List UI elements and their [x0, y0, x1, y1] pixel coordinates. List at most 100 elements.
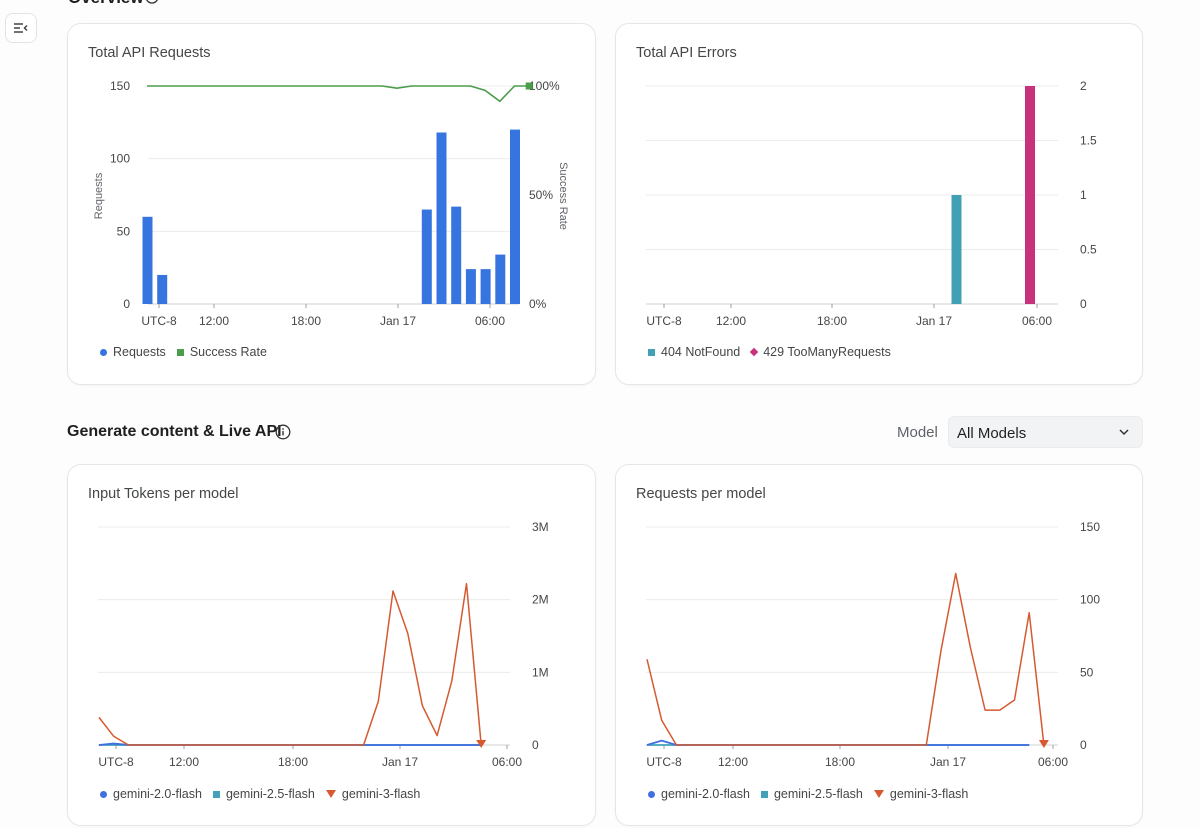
legend-label: 404 NotFound — [661, 345, 741, 359]
bar-404 — [951, 195, 962, 304]
y-tick-label: 1 — [1080, 188, 1087, 202]
model-select[interactable]: All Models — [948, 416, 1143, 448]
legend-item-requests[interactable]: Requests — [100, 345, 166, 359]
info-icon[interactable] — [145, 0, 159, 4]
y2-tick-label: 100% — [529, 79, 560, 93]
bar-requests — [157, 274, 168, 304]
legend-item-404[interactable]: 404 NotFound — [648, 345, 740, 359]
y-tick-label: 2M — [532, 593, 549, 607]
y-tick-label: 50 — [1080, 665, 1094, 679]
bar-requests — [510, 129, 520, 304]
legend-label: gemini-2.5-flash — [773, 787, 863, 801]
card-title: Total API Requests — [88, 45, 211, 61]
line-gemini-3 — [98, 582, 482, 746]
card-requests-per-model: Requests per model 150 100 50 0 UTC-8 12:00 18… — [615, 464, 1143, 826]
legend-label: Requests — [113, 345, 166, 359]
legend: 404 NotFound 429 TooManyRequests — [648, 345, 902, 359]
legend-dot-icon — [100, 348, 107, 356]
x-tick-label: 18:00 — [291, 314, 321, 328]
y-tick-label: 150 — [1080, 520, 1100, 534]
y-tick-label: 0.5 — [1080, 243, 1097, 257]
card-title: Total API Errors — [636, 45, 737, 61]
legend-diamond-icon — [749, 347, 759, 357]
x-tick-label: UTC-8 — [141, 314, 177, 328]
x-tick-label: 12:00 — [199, 314, 229, 328]
y-tick-label: 2 — [1080, 79, 1087, 93]
x-tick-label: Jan 17 — [380, 314, 416, 328]
legend-label: gemini-3-flash — [889, 787, 969, 801]
per-model-chart: 150 100 50 0 UTC-8 12:00 18:00 Jan 17 06:00 — [646, 520, 1100, 769]
bar-requests — [421, 209, 432, 304]
x-tick-label: UTC-8 — [646, 314, 682, 328]
legend-label: Success Rate — [189, 345, 267, 359]
x-tick-label: Jan 17 — [930, 755, 966, 769]
legend: gemini-2.0-flash gemini-2.5-flash gemini… — [648, 787, 979, 801]
section-title: Generate content & Live API — [67, 423, 282, 440]
legend-triangle-icon — [873, 790, 884, 798]
gemini-3-end-marker — [1038, 740, 1049, 748]
legend-item-gemini-2-0[interactable]: gemini-2.0-flash — [648, 787, 750, 801]
y-tick-label: 1.5 — [1080, 134, 1097, 148]
legend-item-429[interactable]: 429 TooManyRequests — [749, 345, 891, 359]
gemini-3-end-marker — [476, 740, 487, 748]
x-tick-label: 18:00 — [825, 755, 855, 769]
legend-item-gemini-2-5[interactable]: gemini-2.5-flash — [760, 787, 863, 801]
y2-tick-label: 0% — [529, 297, 547, 311]
menu-toggle-button[interactable] — [5, 13, 37, 43]
legend-item-gemini-2-5[interactable]: gemini-2.5-flash — [212, 787, 315, 801]
x-tick-label: Jan 17 — [916, 314, 952, 328]
y-tick-label: 100 — [110, 152, 130, 166]
bar-requests — [480, 269, 491, 304]
menu-collapse-icon — [14, 23, 28, 33]
bar-requests — [451, 206, 462, 304]
legend-item-gemini-3[interactable]: gemini-3-flash — [873, 787, 969, 801]
y2-tick-label: 50% — [529, 188, 553, 202]
y2-axis-label: Success Rate — [557, 162, 569, 230]
x-tick-label: UTC-8 — [646, 755, 682, 769]
x-tick-label: 06:00 — [1022, 314, 1052, 328]
x-tick-label: 06:00 — [475, 314, 505, 328]
chevron-down-icon — [1119, 429, 1129, 436]
legend-square-icon — [648, 348, 655, 356]
y-tick-label: 0 — [532, 738, 539, 752]
bar-requests — [495, 254, 506, 304]
legend-label: gemini-3-flash — [341, 787, 421, 801]
info-icon[interactable] — [275, 424, 291, 440]
requests-chart: Requests Success Rate 150 100 50 0 100% 50% 0%… — [93, 79, 569, 328]
x-tick-label: 18:00 — [817, 314, 847, 328]
legend-square-icon — [212, 790, 220, 798]
success-rate-marker — [525, 82, 533, 90]
x-tick-label: 12:00 — [169, 755, 199, 769]
errors-chart: 2 1.5 1 0.5 0 UTC-8 12:00 18:00 Jan 17 06:00 — [646, 79, 1097, 328]
x-tick-label: 12:00 — [718, 755, 748, 769]
tokens-chart: 3M 2M 1M 0 UTC-8 12:00 18:00 Jan 17 06:00 — [98, 520, 549, 769]
x-tick-label: 06:00 — [1038, 755, 1068, 769]
model-filter-label: Model — [897, 424, 938, 441]
legend-item-gemini-2-0[interactable]: gemini-2.0-flash — [100, 787, 202, 801]
legend-label: gemini-2.5-flash — [225, 787, 315, 801]
legend-item-gemini-3[interactable]: gemini-3-flash — [325, 787, 421, 801]
y-axis-label: Requests — [93, 172, 105, 219]
legend-label: gemini-2.0-flash — [113, 787, 202, 801]
line-gemini-3 — [646, 572, 1045, 746]
card-total-requests: Total API Requests Requests Success Rate… — [67, 23, 596, 385]
model-select-value: All Models — [957, 425, 1027, 442]
card-total-errors: Total API Errors 2 1.5 1 0.5 0 UTC-8 12:00 18:0… — [615, 23, 1143, 385]
y-tick-label: 0 — [123, 297, 130, 311]
x-tick-label: 12:00 — [716, 314, 746, 328]
x-tick-label: UTC-8 — [98, 755, 134, 769]
y-tick-label: 0 — [1080, 297, 1087, 311]
legend-item-success-rate[interactable]: Success Rate — [176, 345, 267, 359]
legend-dot-icon — [100, 790, 107, 798]
y-tick-label: 100 — [1080, 593, 1100, 607]
bar-requests — [436, 132, 447, 304]
legend-triangle-icon — [325, 790, 336, 798]
legend-square-icon — [176, 348, 184, 356]
legend: gemini-2.0-flash gemini-2.5-flash gemini… — [100, 787, 431, 801]
bar-429 — [1025, 86, 1035, 304]
card-title: Requests per model — [636, 486, 766, 502]
legend-square-icon — [760, 790, 768, 798]
overview-title: Overview — [68, 0, 144, 8]
y-tick-label: 0 — [1080, 738, 1087, 752]
card-title: Input Tokens per model — [88, 486, 239, 502]
